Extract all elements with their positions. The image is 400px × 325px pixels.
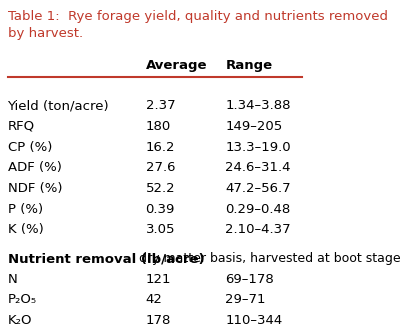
Text: CP (%): CP (%)	[8, 141, 52, 154]
Text: 2.37: 2.37	[146, 99, 175, 112]
Text: 178: 178	[146, 314, 171, 325]
Text: 52.2: 52.2	[146, 182, 175, 195]
Text: Nutrient removal (lb/acre): Nutrient removal (lb/acre)	[8, 252, 204, 265]
Text: RFQ: RFQ	[8, 120, 35, 133]
Text: 121: 121	[146, 273, 171, 286]
Text: N: N	[8, 273, 17, 286]
Text: 0.39: 0.39	[146, 202, 175, 215]
Text: 0.29–0.48: 0.29–0.48	[225, 202, 290, 215]
Text: 1.34–3.88: 1.34–3.88	[225, 99, 291, 112]
Text: Yield (ton/acre): Yield (ton/acre)	[8, 99, 109, 112]
Text: dry matter basis, harvested at boot stage: dry matter basis, harvested at boot stag…	[135, 252, 400, 265]
Text: 42: 42	[146, 293, 162, 306]
Text: Table 1:  Rye forage yield, quality and nutrients removed: Table 1: Rye forage yield, quality and n…	[8, 10, 388, 23]
Text: 2.10–4.37: 2.10–4.37	[225, 223, 291, 236]
Text: K₂O: K₂O	[8, 314, 32, 325]
Text: 29–71: 29–71	[225, 293, 266, 306]
Text: NDF (%): NDF (%)	[8, 182, 62, 195]
Text: P₂O₅: P₂O₅	[8, 293, 37, 306]
Text: 47.2–56.7: 47.2–56.7	[225, 182, 291, 195]
Text: 24.6–31.4: 24.6–31.4	[225, 161, 291, 174]
Text: ADF (%): ADF (%)	[8, 161, 61, 174]
Text: 180: 180	[146, 120, 171, 133]
Text: 69–178: 69–178	[225, 273, 274, 286]
Text: Range: Range	[225, 59, 272, 72]
Text: by harvest.: by harvest.	[8, 27, 83, 40]
Text: P (%): P (%)	[8, 202, 43, 215]
Text: Average: Average	[146, 59, 207, 72]
Text: 13.3–19.0: 13.3–19.0	[225, 141, 291, 154]
Text: 27.6: 27.6	[146, 161, 175, 174]
Text: 3.05: 3.05	[146, 223, 175, 236]
Text: 110–344: 110–344	[225, 314, 282, 325]
Text: K (%): K (%)	[8, 223, 43, 236]
Text: 149–205: 149–205	[225, 120, 282, 133]
Text: 16.2: 16.2	[146, 141, 175, 154]
